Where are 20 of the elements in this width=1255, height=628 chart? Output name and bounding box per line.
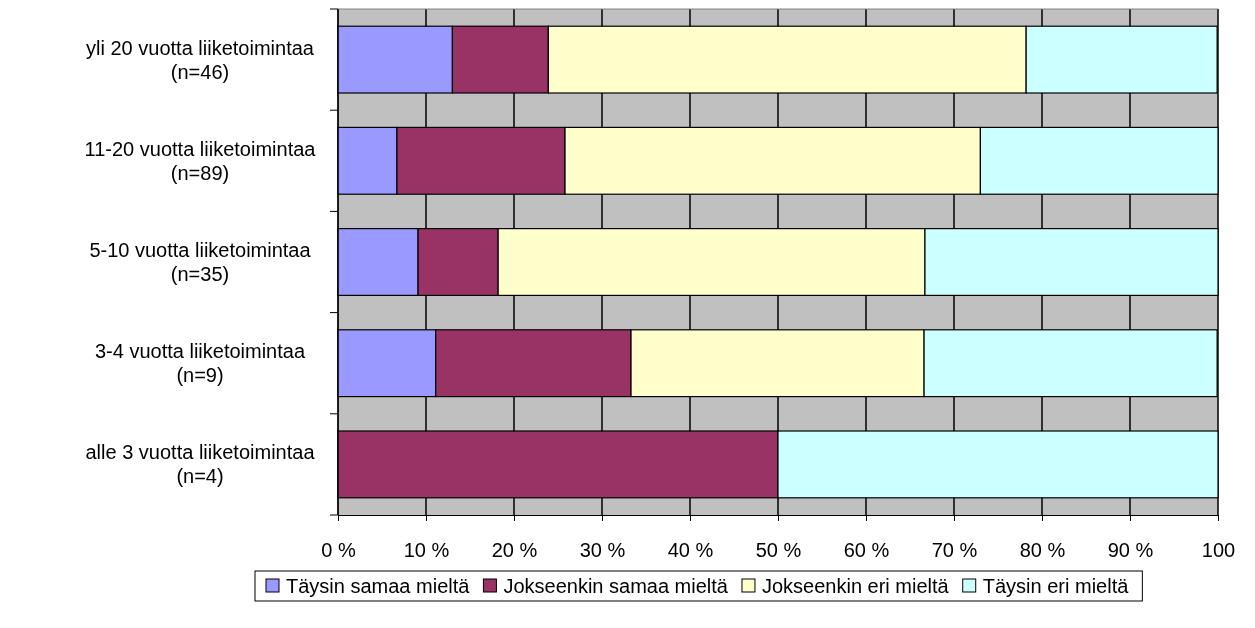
x-tick-label: 0 % <box>321 539 356 562</box>
x-tick-label: 90 % <box>1107 539 1154 562</box>
x-tick-label: 60 % <box>843 539 890 562</box>
x-tick-label: 40 % <box>667 539 714 562</box>
x-tick-label: 30 % <box>579 539 626 562</box>
legend-label: Jokseenkin samaa mieltä <box>503 575 729 597</box>
x-tick-label: 10 % <box>403 539 450 562</box>
x-tick-label: 70 % <box>931 539 978 562</box>
y-tick-label: yli 20 vuotta liiketoimintaa (n=46) <box>86 36 315 83</box>
x-tick-label: 20 % <box>491 539 538 562</box>
y-tick-label: 3-4 vuotta liiketoimintaa (n=9) <box>94 340 306 387</box>
legend-label: Täysin samaa mieltä <box>286 575 471 597</box>
x-tick-label: 100 <box>1201 539 1236 562</box>
y-tick-label: alle 3 vuotta liiketoimintaa (n=4) <box>85 441 316 488</box>
y-tick-label: 11-20 vuotta liiketoimintaa (n=89) <box>84 137 317 184</box>
x-tick-label: 80 % <box>1019 539 1066 562</box>
legend-label: Jokseenkin eri mieltä <box>761 575 950 597</box>
legend-label: Täysin eri mieltä <box>982 575 1130 597</box>
x-tick-label: 50 % <box>755 539 802 562</box>
y-tick-label: 5-10 vuotta liiketoimintaa (n=35) <box>89 239 312 285</box>
